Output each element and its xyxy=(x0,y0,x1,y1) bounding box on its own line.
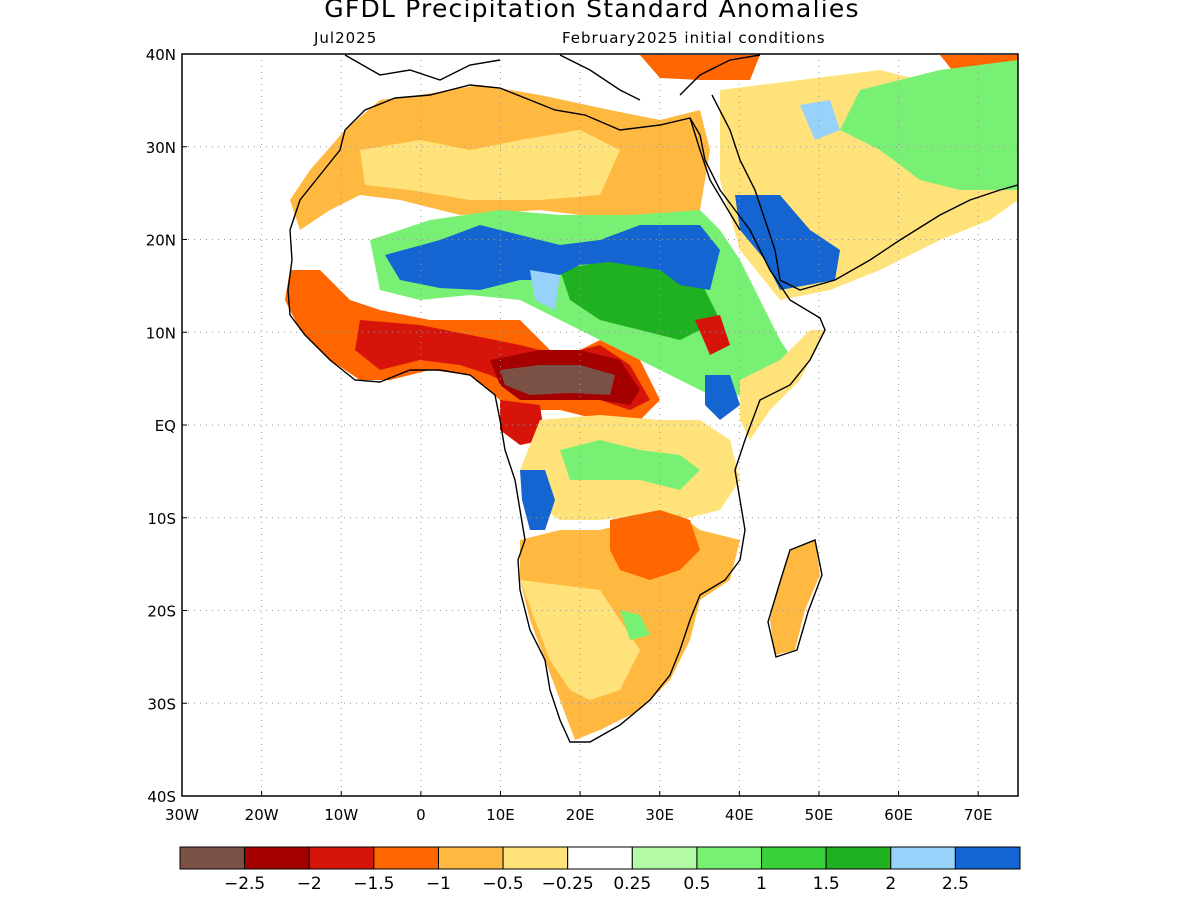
lat-tick-label: 10N xyxy=(146,324,176,342)
region-equatorial-green xyxy=(560,440,700,490)
lon-tick-label: 0 xyxy=(416,806,426,824)
map-title: GFDL Precipitation Standard Anomalies xyxy=(324,0,860,23)
lon-tick-label: 60E xyxy=(884,806,913,824)
lon-tick-label: 20E xyxy=(566,806,595,824)
lat-tick-label: 30S xyxy=(147,695,176,713)
colorbar: −2.5 −2 −1.5 −1 −0.5 −0.25 0.25 0.5 1 1.5 2 2.5 xyxy=(179,846,1021,894)
lat-tick-label: 40S xyxy=(147,788,176,806)
lat-tick-label: EQ xyxy=(155,417,176,435)
region-sahel-blue xyxy=(385,225,720,290)
colorbar-swatch xyxy=(308,846,375,870)
colorbar-label: −1.5 xyxy=(353,874,394,894)
latitude-labels: 40N 30N 20N 10N EQ 10S 20S 30S 40S xyxy=(146,46,187,806)
region-sahel-lightblue xyxy=(530,270,560,310)
anomaly-field xyxy=(285,55,1018,740)
region-horn-yellow xyxy=(740,330,825,440)
colorbar-label: 0.5 xyxy=(683,874,710,894)
colorbar-swatch xyxy=(567,846,633,870)
colorbar-label: −2 xyxy=(297,874,322,894)
region-east-africa-red xyxy=(695,315,730,355)
region-arabia-green xyxy=(840,60,1018,190)
lon-tick-label: 10W xyxy=(324,806,358,824)
colorbar-label: −0.5 xyxy=(482,874,523,894)
lat-tick-label: 20S xyxy=(147,603,176,621)
lon-tick-label: 30W xyxy=(165,806,199,824)
colorbar-label: −0.25 xyxy=(542,874,594,894)
lat-tick-label: 40N xyxy=(146,46,176,64)
colorbar-swatch xyxy=(890,846,956,870)
region-arabia-blue xyxy=(735,195,840,290)
colorbar-swatch xyxy=(631,846,698,870)
colorbar-swatch xyxy=(825,846,892,870)
lon-tick-label: 20W xyxy=(245,806,279,824)
longitude-labels: 30W 20W 10W 0 10E 20E 30E 40E 50E 60E 70E xyxy=(165,791,992,824)
region-sahara-light xyxy=(360,130,620,200)
colorbar-label: 0.25 xyxy=(613,874,651,894)
region-angola-blue xyxy=(520,470,555,530)
lat-tick-label: 10S xyxy=(147,510,176,528)
colorbar-label: 2 xyxy=(885,874,896,894)
africa-coastline xyxy=(287,84,826,743)
region-gabon-red xyxy=(500,400,545,445)
colorbar-swatch xyxy=(373,846,439,870)
colorbar-label: −2.5 xyxy=(224,874,265,894)
coastlines xyxy=(287,54,1018,743)
graticule xyxy=(182,54,1018,796)
lon-tick-label: 50E xyxy=(805,806,834,824)
lat-tick-label: 30N xyxy=(146,139,176,157)
region-zimbabwe-green xyxy=(620,610,650,640)
colorbar-label: 2.5 xyxy=(942,874,969,894)
madagascar-coastline xyxy=(767,539,823,658)
region-zambia-orange xyxy=(610,510,700,580)
colorbar-label: 1.5 xyxy=(813,874,840,894)
region-southern-africa-light xyxy=(520,580,640,700)
lon-tick-label: 10E xyxy=(486,806,515,824)
lon-tick-label: 70E xyxy=(964,806,993,824)
subtitle-month: Jul2025 xyxy=(314,29,378,47)
region-central-africa-brown xyxy=(500,365,615,395)
colorbar-swatch xyxy=(179,846,246,870)
region-europe-south xyxy=(640,55,760,80)
colorbar-swatch xyxy=(437,846,504,870)
colorbar-label: −1 xyxy=(426,874,451,894)
colorbar-label: 1 xyxy=(756,874,767,894)
europe-coastline xyxy=(344,54,761,101)
region-east-africa-blue xyxy=(705,375,740,420)
lat-tick-label: 20N xyxy=(146,232,176,250)
subtitle-initial-conditions: February2025 initial conditions xyxy=(562,29,826,47)
colorbar-swatch xyxy=(502,846,569,870)
colorbar-swatch xyxy=(761,846,827,870)
red-sea-west-coastline xyxy=(689,117,741,231)
arabian-peninsula-coastline xyxy=(711,94,1018,291)
colorbar-swatch xyxy=(244,846,310,870)
lon-tick-label: 30E xyxy=(645,806,674,824)
colorbar-swatch xyxy=(696,846,763,870)
region-arabia-lightblue xyxy=(800,100,840,140)
colorbar-swatch xyxy=(954,846,1021,870)
region-madagascar xyxy=(770,540,820,655)
lon-tick-label: 40E xyxy=(725,806,754,824)
